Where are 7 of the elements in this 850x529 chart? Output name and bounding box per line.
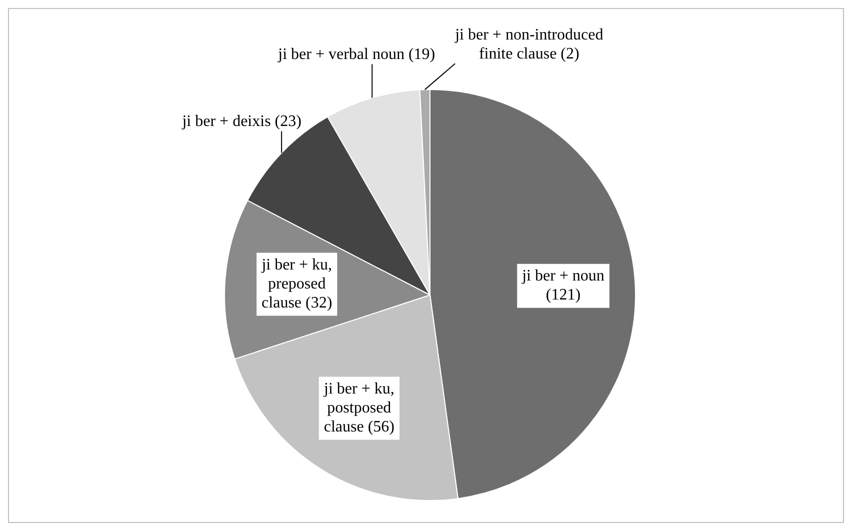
slice-label: ji ber + ku, preposed clause (32) (260, 256, 332, 312)
slice-label: ji ber + non-introduced finite clause (2) (454, 26, 604, 62)
data-label: (121) (546, 286, 581, 304)
slice-label: ji ber + ku, postposed clause (56) (323, 380, 395, 436)
slice-label: ji ber + deixis (23) (181, 112, 302, 130)
slice-label: ji ber + noun (521, 268, 604, 285)
slice-label: ji ber + verbal noun (19) (277, 46, 436, 63)
